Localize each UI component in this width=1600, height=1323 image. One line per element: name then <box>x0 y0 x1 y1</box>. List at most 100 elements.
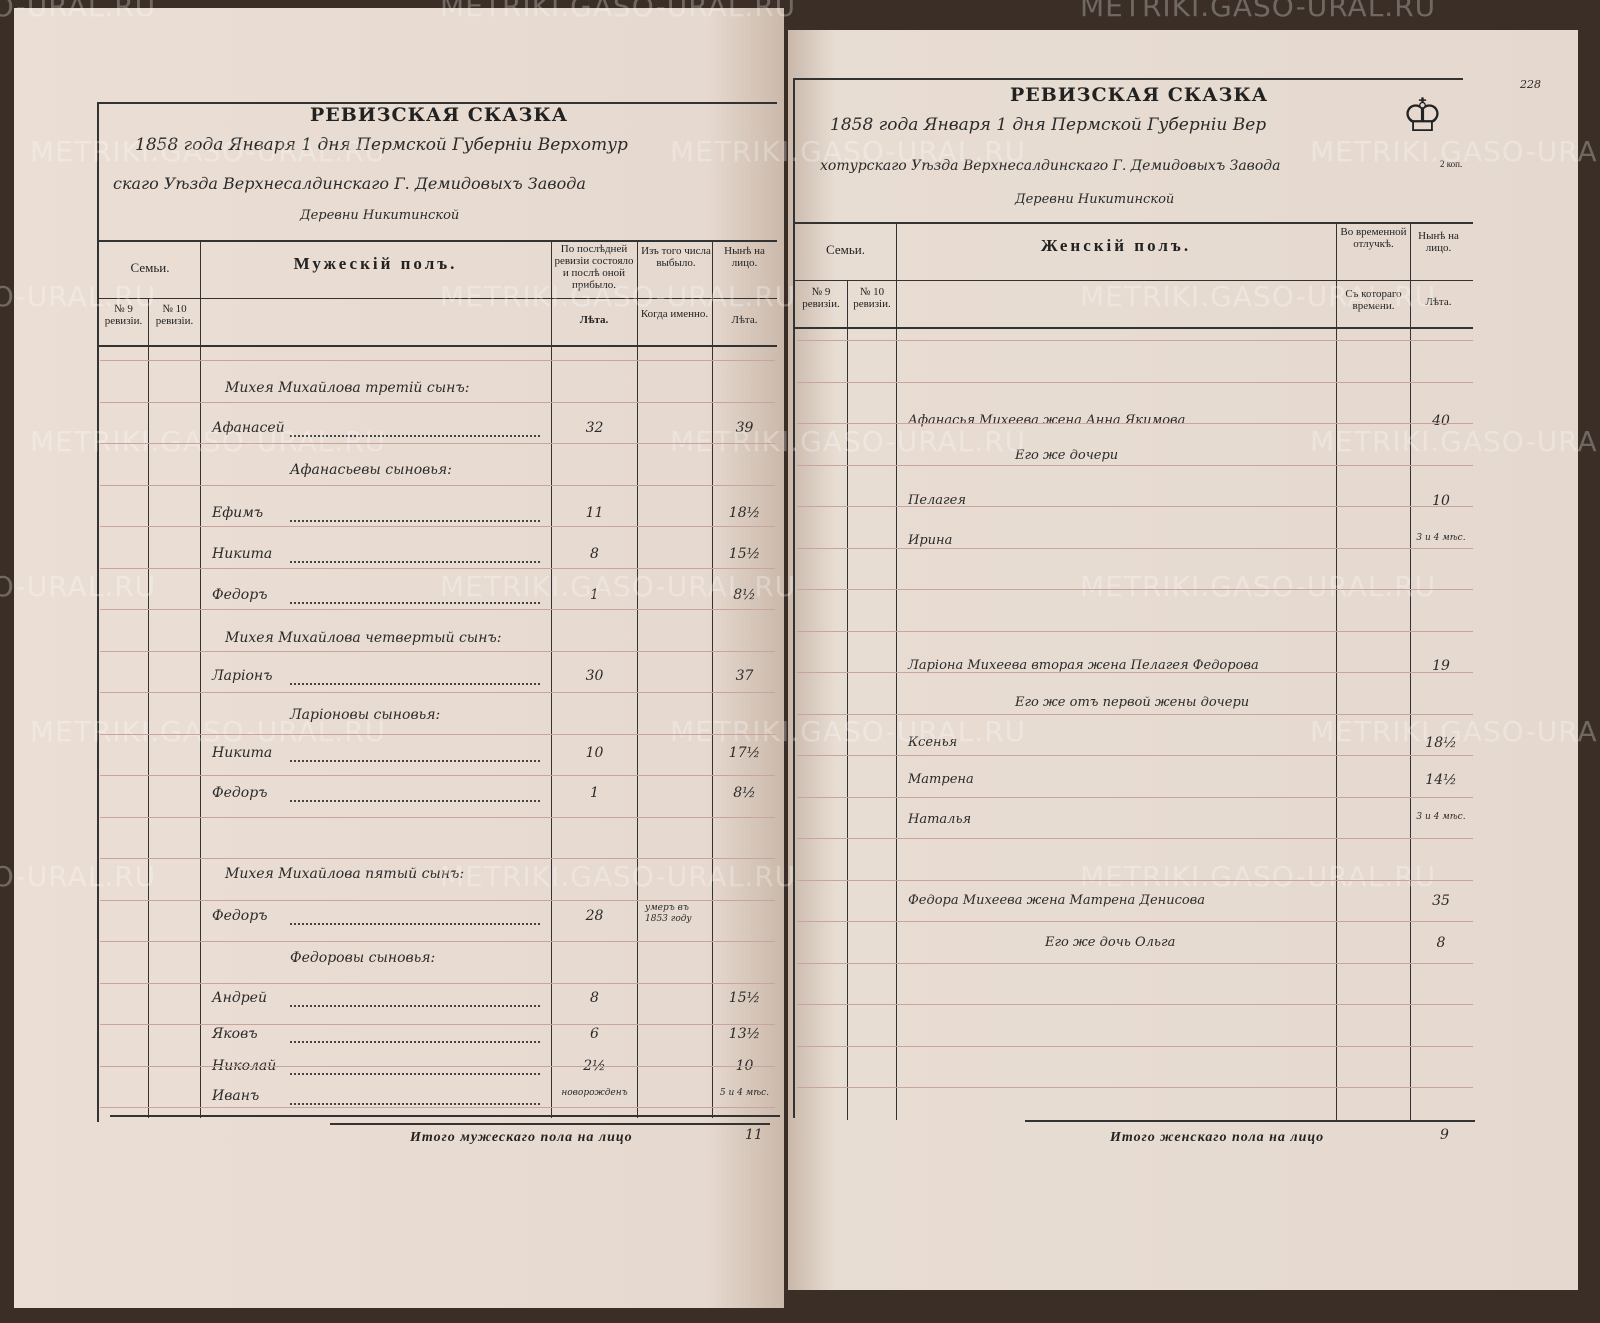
col-now: Нынѣ на лицо. <box>1418 230 1459 254</box>
header-divider <box>793 280 1473 281</box>
ruled-line <box>797 1087 1473 1088</box>
watermark-text: METRIKI.GASO-URAL.RU <box>0 0 157 23</box>
sub-years: Лѣта. <box>579 314 609 326</box>
sub-years: Лѣта. <box>1425 296 1452 308</box>
entry-heading: Михея Михайлова пятый сынъ: <box>225 866 465 882</box>
left-title: РЕВИЗСКАЯ СКАЗКА <box>310 104 569 126</box>
age-last-revision: 1 <box>590 785 599 801</box>
ruled-line <box>100 858 775 859</box>
ruled-line <box>100 484 775 486</box>
ruled-line <box>100 899 775 901</box>
entry-heading: Михея Михайлова четвертый сынъ: <box>225 630 502 646</box>
ruled-line <box>797 838 1473 839</box>
age-now: 19 <box>1432 658 1450 674</box>
person-name: Федоръ <box>212 785 268 801</box>
ruled-line <box>100 982 775 984</box>
col-divider <box>148 298 149 1118</box>
ruled-line <box>100 609 775 610</box>
dotted-leader <box>290 561 540 563</box>
col-rev10: № 10 ревизіи. <box>853 286 891 310</box>
watermark-text: METRIKI.GASO-URAL.RU <box>670 425 1027 458</box>
person-name: Матрена <box>908 772 974 787</box>
person-name: Ларіонъ <box>212 668 273 684</box>
right-title: РЕВИЗСКАЯ СКАЗКА <box>1010 84 1269 106</box>
sub-since: Съ котораго времени. <box>1345 288 1402 312</box>
age-last-revision: 6 <box>590 1026 599 1042</box>
ruled-line <box>100 650 775 652</box>
dotted-leader <box>290 683 540 685</box>
person-name: Никита <box>212 745 273 761</box>
dotted-leader <box>290 1041 540 1043</box>
ruled-line <box>100 733 775 735</box>
ruled-line <box>100 775 775 776</box>
age-now: 15½ <box>728 546 761 562</box>
col-divider <box>847 280 848 1120</box>
watermark-text: METRIKI.GASO-URAL.RU <box>440 0 797 23</box>
col-absent: Во временной отлучкѣ. <box>1340 226 1407 250</box>
ruled-line <box>797 464 1473 466</box>
watermark-text: METRIKI.GASO-URAL.RU <box>1310 715 1600 748</box>
watermark-text: METRIKI.GASO-URAL.RU <box>0 860 157 893</box>
person-name: Афанасья Михеева жена Анна Якимова <box>908 413 1186 428</box>
age-now: 3 и 4 мѣс. <box>1416 812 1466 822</box>
col-last-rev: По послѣдней ревизіи состояло и послѣ он… <box>554 243 634 291</box>
ruled-line <box>797 796 1473 798</box>
person-name: Яковъ <box>212 1026 258 1042</box>
entry-heading: Афанасьевы сыновья: <box>290 462 452 478</box>
age-last-revision: 30 <box>585 668 604 684</box>
dotted-leader <box>290 435 540 437</box>
age-now: 3 и 4 мѣс. <box>1416 533 1466 543</box>
col-divider <box>200 240 201 1118</box>
header-bottom <box>97 345 777 347</box>
col-rev9: № 9 ревизіи. <box>802 286 840 310</box>
ruled-line <box>797 381 1473 383</box>
table-bottom <box>1025 1120 1475 1122</box>
watermark-text: METRIKI.GASO-URAL.RU <box>1080 280 1437 313</box>
watermark-text: METRIKI.GASO-URAL.RU <box>0 280 157 313</box>
dotted-leader <box>290 800 540 802</box>
age-now: 8½ <box>733 785 756 801</box>
watermark-text: METRIKI.GASO-URAL.RU <box>440 570 797 603</box>
watermark-text: METRIKI.GASO-URAL.RU <box>670 135 1027 168</box>
ruled-line <box>797 672 1473 673</box>
person-name: Федора Михеева жена Матрена Денисова <box>908 893 1205 908</box>
col-families: Семьи. <box>826 242 865 257</box>
header-divider <box>97 298 777 299</box>
col-divider <box>1410 222 1411 1120</box>
person-name: Андрей <box>212 990 267 1006</box>
ruled-line <box>797 755 1473 756</box>
col-divider <box>1336 222 1337 1120</box>
ruled-line <box>100 941 775 942</box>
person-name: Федоръ <box>212 908 268 924</box>
age-last-revision: 8 <box>590 990 599 1006</box>
ruled-line <box>797 713 1473 715</box>
ruled-line <box>797 962 1473 964</box>
ruled-line <box>100 360 775 361</box>
person-name: Пелагея <box>908 493 966 508</box>
col-left: Изъ того числа выбыло. <box>641 245 711 269</box>
age-now: 14½ <box>1425 772 1457 788</box>
watermark-text: METRIKI.GASO-URAL.RU <box>1310 135 1600 168</box>
watermark-text: METRIKI.GASO-URAL.RU <box>670 715 1027 748</box>
col-now: Нынѣ на лицо. <box>724 245 765 269</box>
age-last-revision: 10 <box>585 745 604 761</box>
dotted-leader <box>290 520 540 522</box>
age-now: 8 <box>1436 935 1446 951</box>
top-border <box>793 78 1463 80</box>
person-name: Его же дочери <box>1015 448 1119 463</box>
left-header-line1: 1858 года Января 1 дня Пермской Губерніи… <box>135 135 628 155</box>
watermark-text: METRIKI.GASO-URAL.RU <box>1080 0 1437 23</box>
left-header-line3: Деревни Никитинской <box>300 208 460 223</box>
person-name: Его же отъ первой жены дочери <box>1015 695 1250 710</box>
col-divider <box>712 240 713 1118</box>
double-headed-eagle-stamp-icon: ♔ <box>1401 88 1444 142</box>
ruled-line <box>100 1107 775 1108</box>
ruled-line <box>797 1045 1473 1047</box>
left-total-label: Итого мужескаго пола на лицо <box>410 1130 633 1145</box>
watermark-text: METRIKI.GASO-URAL.RU <box>1080 860 1437 893</box>
header-bottom <box>793 327 1473 329</box>
person-name: Никита <box>212 546 273 562</box>
person-name: Ларіона Михеева вторая жена Пелагея Федо… <box>908 658 1259 673</box>
age-now: 17½ <box>728 745 761 761</box>
col-rev9: № 9 ревизіи. <box>104 303 143 327</box>
